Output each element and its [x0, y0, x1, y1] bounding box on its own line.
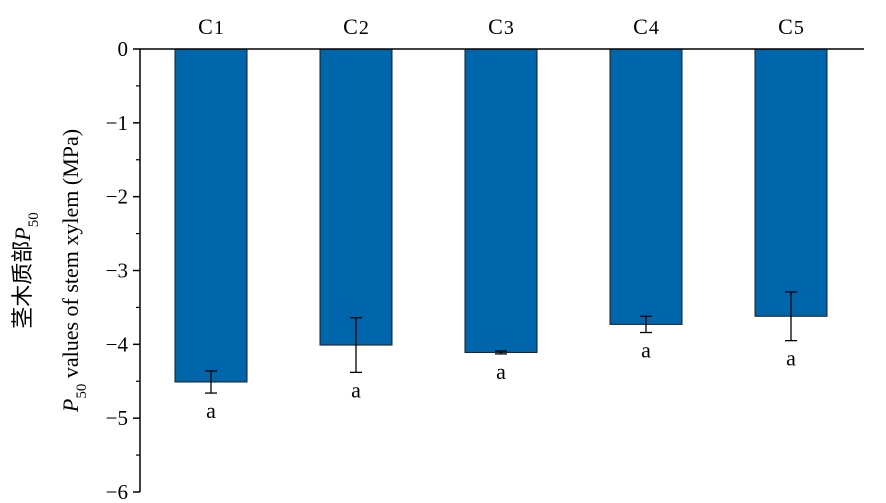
category-label-c1: C1	[198, 14, 224, 39]
category-label-c4: C4	[633, 14, 659, 39]
y-axis-label-line2: P50 values of stem xylem (MPa)	[58, 129, 90, 413]
bar-c5	[754, 48, 828, 317]
bar-c2	[319, 48, 393, 346]
bar-c3	[464, 48, 538, 353]
significance-label: a	[206, 398, 216, 423]
y-tick-label: −5	[106, 406, 128, 430]
significance-label: a	[496, 359, 506, 384]
significance-labels-layer: a a a a a	[206, 338, 796, 424]
category-label-c3: C3	[488, 14, 514, 39]
bar-c1	[174, 48, 248, 383]
y-axis-label-line1: 茎木质部P50	[10, 212, 42, 328]
y-tick-label: −1	[106, 111, 128, 135]
y-axis-label-chinese: 茎木质部	[10, 241, 35, 329]
y-axis-label: 茎木质部P50 P50 values of stem xylem (MPa)	[10, 129, 90, 413]
bar-c4	[609, 48, 683, 325]
y-tick-label: −6	[106, 480, 128, 503]
category-labels-layer: C1 C2 C3 C4 C5	[198, 14, 804, 39]
y-axis-label2-symbol: P	[58, 399, 83, 413]
y-axis-label-symbol: P	[10, 227, 35, 241]
y-tick-label: −2	[106, 185, 128, 209]
bars-layer	[174, 48, 828, 383]
y-tick-label: −4	[106, 332, 129, 356]
category-label-c2: C2	[343, 14, 369, 39]
category-label-c5: C5	[778, 14, 804, 39]
y-axis-label2-text: values of stem xylem (MPa)	[58, 129, 83, 384]
significance-label: a	[351, 377, 361, 402]
significance-label: a	[786, 346, 796, 371]
error-bars-layer	[205, 291, 797, 394]
significance-label: a	[641, 338, 651, 363]
y-axis-label-subscript: 50	[26, 212, 42, 227]
y-axis: 0 −1 −2 −3 −4 −5 −6	[106, 37, 141, 503]
y-axis-label2-subscript: 50	[74, 384, 90, 399]
y-tick-label: 0	[118, 37, 129, 61]
y-tick-label: −3	[106, 259, 128, 283]
